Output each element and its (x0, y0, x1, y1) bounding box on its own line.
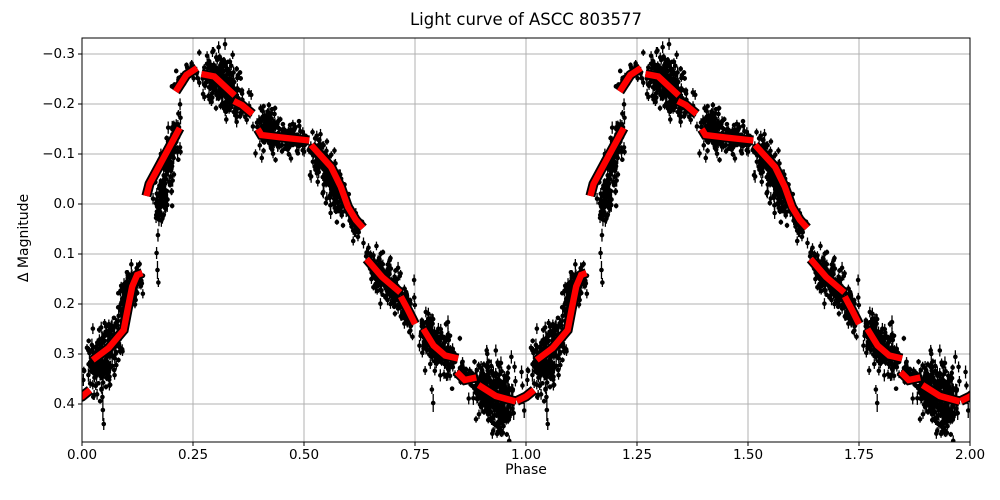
x-tick-label: 0.75 (400, 447, 430, 463)
data-layer (82, 38, 970, 442)
x-tick-label: 1.00 (511, 447, 541, 463)
y-tick-label: 0.3 (54, 346, 75, 362)
y-tick-label: −0.2 (42, 96, 75, 112)
x-axis-label: Phase (505, 462, 547, 478)
x-tick-label: 1.75 (844, 447, 874, 463)
scatter-points-layer (82, 38, 970, 442)
x-tick-label: 0.00 (67, 447, 97, 463)
y-tick-label: 0.2 (54, 296, 75, 312)
y-tick-label: 0.4 (54, 396, 75, 412)
x-tick-label: 0.50 (289, 447, 319, 463)
x-tick-label: 2.00 (955, 447, 985, 463)
binned-curve-layer (82, 63, 970, 407)
y-tick-label: −0.1 (42, 146, 75, 162)
axis-ticks-layer: 0.00 0.25 0.50 0.75 1.00 1.25 1.50 1.75 2.00 −0.3… (42, 46, 985, 463)
x-tick-label: 1.25 (622, 447, 652, 463)
chart-title: Light curve of ASCC 803577 (409, 10, 643, 29)
x-tick-label: 1.50 (733, 447, 763, 463)
x-tick-label: 0.25 (178, 447, 208, 463)
y-tick-label: 0.1 (54, 246, 75, 262)
y-tick-label: 0.0 (54, 196, 75, 212)
y-axis-label: Δ Magnitude (16, 193, 32, 283)
y-tick-label: −0.3 (42, 46, 75, 62)
